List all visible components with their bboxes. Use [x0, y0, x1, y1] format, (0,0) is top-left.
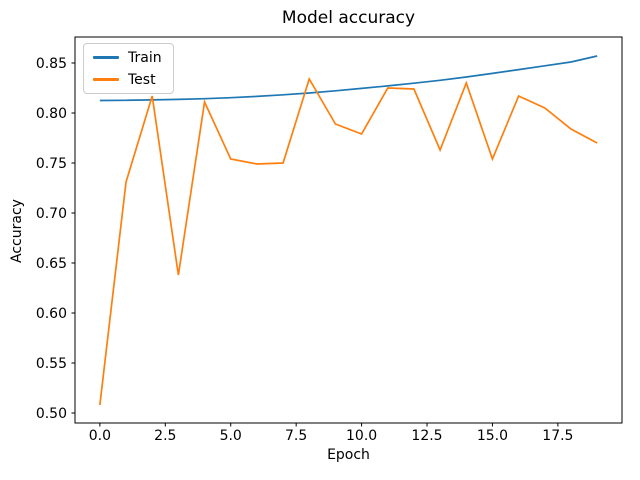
y-tick-label: 0.65 [36, 256, 67, 272]
x-tick-label: 5.0 [220, 428, 242, 444]
legend-label-train: Train [128, 49, 162, 66]
x-tick-label: 17.5 [542, 428, 573, 444]
series-line-train [99, 55, 598, 102]
x-tick-label: 10.0 [346, 428, 377, 444]
x-tick-label: 7.5 [285, 428, 307, 444]
y-tick-label: 0.75 [36, 156, 67, 172]
y-tick-label: 0.50 [36, 406, 67, 422]
x-axis-label: Epoch [327, 447, 370, 463]
y-tick-label: 0.55 [36, 356, 67, 372]
legend-item-train: Train [93, 49, 162, 66]
x-tick-label: 2.5 [154, 428, 176, 444]
x-tick-label: 0.0 [89, 428, 111, 444]
train-line-swatch-icon [93, 56, 119, 59]
x-tick-label: 15.0 [477, 428, 508, 444]
series-line-test [99, 76, 598, 406]
legend-label-test: Test [128, 71, 156, 88]
y-axis-label: Accuracy [9, 199, 25, 263]
test-line-swatch-icon [93, 78, 119, 81]
y-tick-label: 0.80 [36, 106, 67, 122]
axes-frame [74, 36, 623, 424]
chart-title: Model accuracy [281, 8, 416, 28]
legend-item-test: Test [93, 71, 162, 88]
y-tick-label: 0.70 [36, 206, 67, 222]
legend: Train Test [83, 43, 174, 94]
y-tick-label: 0.85 [36, 56, 67, 72]
y-tick-label: 0.60 [36, 306, 67, 322]
x-tick-label: 12.5 [411, 428, 442, 444]
